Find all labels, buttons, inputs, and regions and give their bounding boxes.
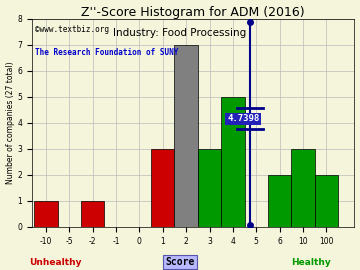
Text: ©www.textbiz.org: ©www.textbiz.org (35, 25, 109, 34)
Text: The Research Foundation of SUNY: The Research Foundation of SUNY (35, 48, 179, 57)
Y-axis label: Number of companies (27 total): Number of companies (27 total) (5, 61, 14, 184)
Title: Z''-Score Histogram for ADM (2016): Z''-Score Histogram for ADM (2016) (81, 6, 305, 19)
Text: 4.7398: 4.7398 (227, 114, 259, 123)
Text: Industry: Food Processing: Industry: Food Processing (113, 28, 247, 38)
Bar (151, 149, 175, 227)
Bar (81, 201, 104, 227)
Bar (268, 175, 291, 227)
Text: Score: Score (165, 257, 195, 267)
Bar (175, 45, 198, 227)
Text: Unhealthy: Unhealthy (29, 258, 81, 267)
Bar (291, 149, 315, 227)
Bar (198, 149, 221, 227)
Text: Healthy: Healthy (292, 258, 331, 267)
Bar (315, 175, 338, 227)
Bar (221, 97, 244, 227)
Bar (34, 201, 58, 227)
